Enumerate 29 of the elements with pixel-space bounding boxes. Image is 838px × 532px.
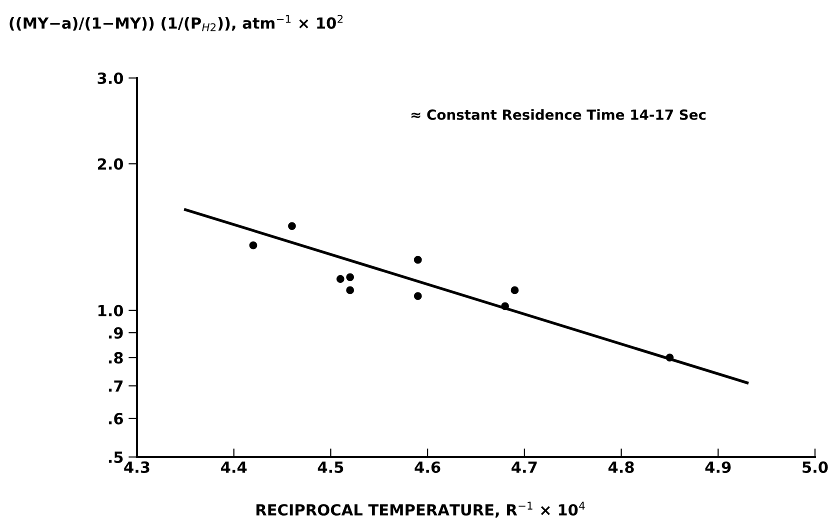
y-tick-label: .8 bbox=[108, 352, 123, 364]
y-tick-label: .9 bbox=[108, 327, 123, 339]
point bbox=[510, 286, 519, 294]
point bbox=[346, 273, 354, 282]
point bbox=[414, 292, 422, 300]
point bbox=[346, 286, 354, 294]
y-tick-label: .7 bbox=[108, 380, 123, 392]
point bbox=[336, 275, 344, 283]
point bbox=[666, 354, 674, 362]
x-tick-label: 4.6 bbox=[414, 461, 440, 473]
x-tick-label: 4.7 bbox=[512, 462, 537, 473]
x-tick-label: 4.4 bbox=[221, 462, 247, 473]
y-tick-label: 2.0 bbox=[98, 158, 124, 170]
point bbox=[288, 222, 296, 230]
y-axis-title: ((MY−a)/(1−MY)) (1/(P$_{H2}$)), atm$^{−1}$ × 10$^{2}$ bbox=[10, 14, 343, 32]
point bbox=[414, 256, 422, 264]
y-tick-label: 3.0 bbox=[98, 72, 124, 84]
y-tick-label: .6 bbox=[108, 412, 123, 424]
x-tick-label: 4.9 bbox=[705, 461, 731, 473]
x-tick-label: 4.5 bbox=[318, 462, 344, 473]
point bbox=[249, 241, 258, 250]
annotation: ≈ Constant Residence Time 14-17 Sec bbox=[412, 109, 706, 120]
point bbox=[501, 302, 510, 310]
x-tick-label: 4.3 bbox=[124, 461, 150, 473]
x-tick-label: 4.8 bbox=[608, 461, 634, 473]
y-tick-label: 1.0 bbox=[98, 304, 124, 316]
x-tick-label: 5.0 bbox=[802, 461, 828, 473]
x-axis-title: RECIPROCAL TEMPERATURE, R$^{−1}$ × 10$^{4}$ bbox=[256, 502, 585, 518]
y-tick-label: .5 bbox=[108, 452, 123, 464]
